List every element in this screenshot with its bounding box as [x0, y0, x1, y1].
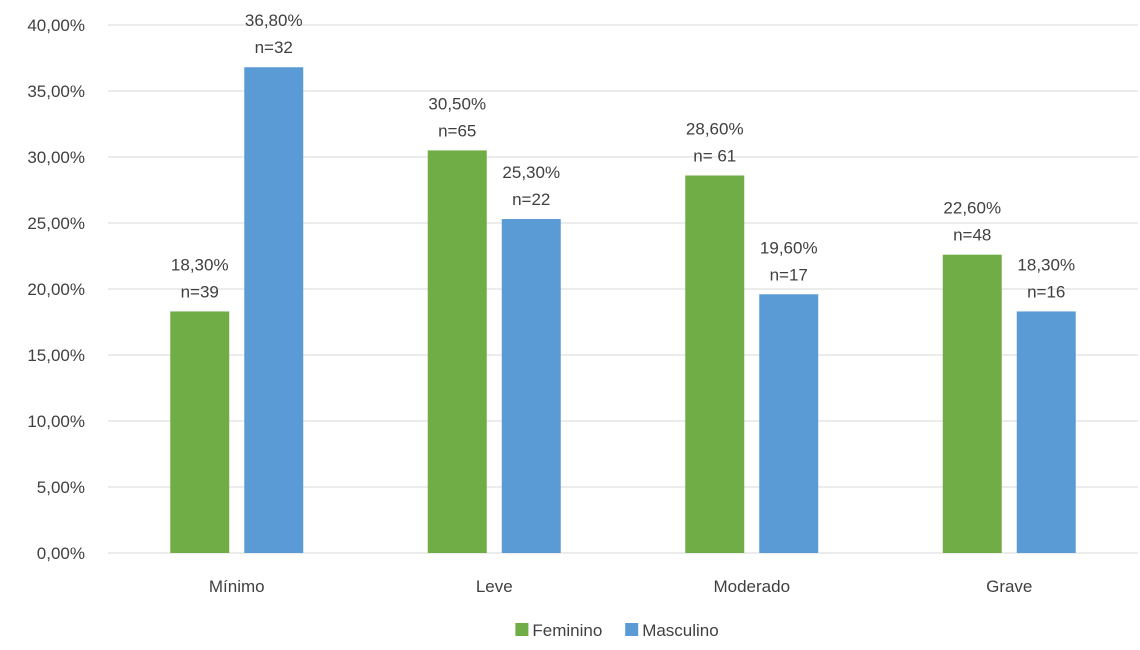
x-category-label: Moderado	[713, 577, 790, 596]
bar-masculino-0	[244, 67, 304, 554]
y-tick-label: 5,00%	[37, 478, 85, 497]
legend-swatch-feminino	[515, 623, 529, 636]
data-label: n=48	[953, 226, 991, 245]
y-tick-label: 25,00%	[27, 214, 85, 233]
data-labels: 18,30% n=39 36,80% n=32 30,50% n=65 25,30% n=22…	[171, 11, 1075, 301]
bar-feminino-2	[685, 175, 745, 554]
data-label: n=17	[770, 265, 808, 284]
y-tick-label: 40,00%	[27, 16, 85, 35]
data-label: n=16	[1027, 282, 1065, 301]
data-label: n= 61	[693, 146, 736, 165]
y-tick-label: 30,00%	[27, 148, 85, 167]
data-label: n=32	[255, 38, 293, 57]
bar-feminino-0	[170, 311, 230, 553]
legend-swatch-masculino	[625, 623, 639, 636]
data-label: 30,50%	[428, 94, 486, 113]
data-label: 19,60%	[760, 238, 818, 257]
data-label: 25,30%	[502, 163, 560, 182]
data-label: 36,80%	[245, 11, 303, 30]
y-tick-label: 0,00%	[37, 544, 85, 563]
data-label: 22,60%	[943, 199, 1001, 218]
bars	[170, 67, 1076, 554]
bar-masculino-3	[1016, 311, 1076, 553]
y-tick-label: 35,00%	[27, 82, 85, 101]
y-tick-label: 20,00%	[27, 280, 85, 299]
legend-label-masculino: Masculino	[642, 621, 719, 640]
legend: Feminino Masculino	[515, 621, 719, 640]
bar-masculino-2	[759, 294, 819, 553]
bar-masculino-1	[501, 219, 561, 554]
y-axis-ticks: 0,00% 5,00% 10,00% 15,00% 20,00% 25,00% 30,00%…	[27, 16, 85, 563]
y-tick-label: 10,00%	[27, 412, 85, 431]
x-category-label: Leve	[476, 577, 513, 596]
data-label: 28,60%	[686, 119, 744, 138]
legend-label-feminino: Feminino	[532, 621, 602, 640]
bar-feminino-1	[427, 150, 487, 553]
x-category-label: Mínimo	[209, 577, 265, 596]
data-label: 18,30%	[1017, 255, 1075, 274]
y-tick-label: 15,00%	[27, 346, 85, 365]
bar-feminino-3	[942, 254, 1002, 553]
x-category-label: Grave	[986, 577, 1032, 596]
x-axis-categories: Mínimo Leve Moderado Grave	[209, 577, 1033, 596]
data-label: n=39	[181, 282, 219, 301]
data-label: n=22	[512, 190, 550, 209]
data-label: 18,30%	[171, 255, 229, 274]
data-label: n=65	[438, 121, 476, 140]
